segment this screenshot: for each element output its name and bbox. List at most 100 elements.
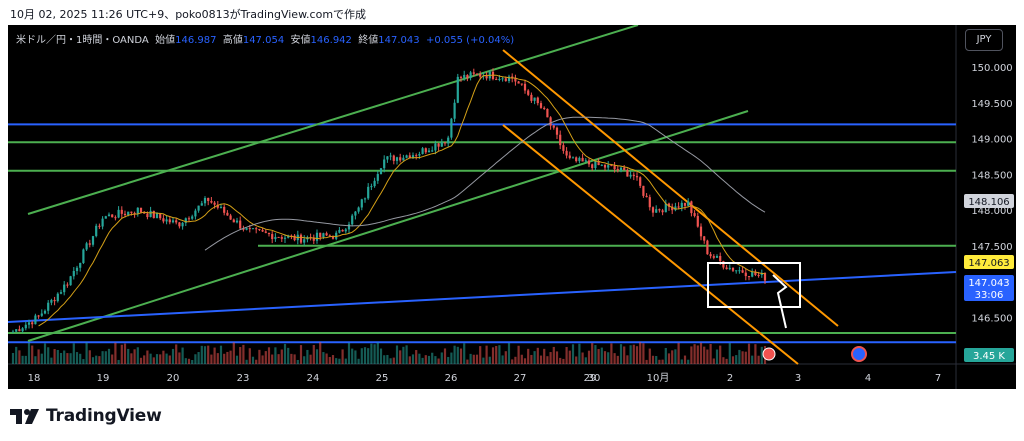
volume-bar — [47, 347, 50, 364]
candle-body — [495, 79, 498, 81]
candle-body — [658, 209, 661, 211]
volume-bar — [50, 357, 53, 364]
volume-bar — [101, 351, 104, 364]
candle-body — [677, 206, 680, 208]
candle-body — [373, 180, 376, 187]
volume-bar — [367, 348, 370, 364]
candle-body — [498, 78, 501, 80]
candle-body — [469, 72, 472, 78]
tradingview-logo[interactable]: TradingView — [10, 404, 162, 428]
volume-bar — [280, 349, 283, 364]
candle-body — [104, 216, 107, 219]
legend-open: 146.987 — [175, 35, 217, 46]
volume-bar — [155, 354, 159, 364]
volume-bar — [363, 347, 367, 364]
candle-body — [754, 271, 757, 275]
candle-body — [760, 272, 763, 275]
volume-bar — [511, 359, 514, 364]
candle-body — [456, 76, 459, 103]
candle-body — [690, 201, 693, 214]
volume-bar — [245, 359, 248, 364]
volume-bar — [85, 342, 88, 364]
tradingview-wordmark: TradingView — [46, 406, 162, 426]
volume-bar — [552, 346, 555, 364]
volume-bar — [482, 357, 485, 364]
candle-body — [600, 164, 603, 166]
candle-body — [210, 201, 213, 203]
legend-low-label: 安値 — [290, 35, 311, 46]
currency-button[interactable]: JPY — [965, 29, 1003, 51]
candle-body — [207, 197, 210, 202]
candle-body — [549, 117, 552, 126]
y-tick-label: 148.000 — [971, 206, 1012, 217]
volume-bar — [24, 355, 27, 364]
x-tick-label: 29 — [584, 373, 597, 384]
candle-body — [24, 324, 27, 329]
candle-body — [216, 204, 219, 208]
candle-body — [674, 206, 677, 211]
candle-body — [27, 322, 31, 325]
volume-bar — [111, 354, 114, 364]
volume-bar — [130, 353, 133, 364]
volume-bar — [283, 343, 287, 364]
candle-body — [165, 219, 168, 222]
volume-bar — [405, 345, 408, 364]
candle-body — [453, 102, 456, 119]
candle-body — [155, 213, 159, 218]
price-axis-label-bg — [964, 275, 1014, 301]
volume-bar — [501, 355, 504, 364]
candle-body — [751, 271, 754, 277]
volume-bar — [498, 345, 501, 364]
volume-bar — [760, 346, 763, 364]
volume-bar — [207, 345, 210, 364]
volume-bar — [671, 350, 674, 364]
candle-body — [562, 145, 565, 151]
candle-body — [34, 315, 37, 325]
volume-bar — [191, 359, 194, 364]
volume-bar — [223, 353, 226, 364]
volume-bar — [747, 343, 751, 364]
candle-body — [763, 272, 767, 281]
volume-bar — [520, 354, 523, 364]
volume-bar — [562, 358, 565, 364]
volume-bar — [699, 342, 703, 364]
candle-body — [408, 155, 411, 159]
volume-bar — [741, 351, 744, 364]
volume-bar — [655, 356, 658, 364]
volume-bar — [82, 359, 85, 364]
volume-bar — [21, 355, 24, 364]
volume-bar — [523, 358, 527, 364]
candle-body — [255, 228, 258, 230]
volume-bar — [143, 355, 146, 364]
volume-bar — [738, 349, 741, 364]
x-tick-label: 25 — [376, 373, 389, 384]
volume-bar — [91, 357, 95, 364]
candle-body — [712, 256, 715, 258]
x-tick-label: 2 — [727, 373, 733, 384]
volume-bar — [533, 351, 536, 364]
candle-body — [463, 74, 466, 78]
volume-bar — [175, 344, 178, 364]
volume-bar — [402, 346, 405, 364]
candle-body — [56, 293, 59, 302]
candle-body — [117, 209, 120, 218]
channel-line-lower — [502, 124, 799, 365]
candle-body — [69, 276, 72, 286]
candle-body — [18, 329, 21, 332]
volume-bar — [255, 359, 258, 364]
candle-body — [328, 235, 331, 237]
candle-body — [213, 202, 216, 205]
volume-bar — [171, 348, 175, 364]
volume-bar — [578, 343, 581, 364]
volume-bar — [69, 353, 72, 364]
candle-body — [671, 206, 674, 211]
volume-bar — [341, 349, 344, 364]
volume-bar — [415, 350, 418, 364]
candle-body — [507, 76, 511, 82]
volume-bar — [293, 354, 296, 364]
candle-body — [383, 159, 386, 169]
price-chart[interactable]: 146.500147.000147.500148.000148.500149.0… — [8, 25, 1016, 389]
candle-body — [661, 210, 664, 213]
volume-bar — [447, 356, 450, 364]
chart-canvas[interactable]: 146.500147.000147.500148.000148.500149.0… — [8, 25, 1016, 389]
